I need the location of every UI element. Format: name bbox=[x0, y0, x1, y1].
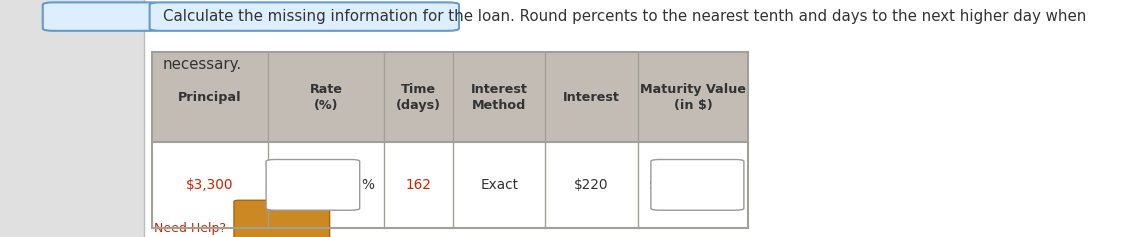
Text: Need Help?: Need Help? bbox=[154, 222, 226, 235]
Bar bbox=[0, 0, 144, 237]
Text: 162: 162 bbox=[406, 178, 432, 192]
Text: $220: $220 bbox=[575, 178, 609, 192]
Text: $3,300: $3,300 bbox=[187, 178, 234, 192]
Text: Interest: Interest bbox=[564, 91, 620, 104]
FancyBboxPatch shape bbox=[651, 160, 744, 210]
FancyBboxPatch shape bbox=[234, 200, 330, 237]
Text: Maturity Value
(in $): Maturity Value (in $) bbox=[640, 83, 746, 112]
Bar bbox=[144, 0, 1125, 237]
Text: $: $ bbox=[649, 178, 657, 192]
Text: Calculate the missing information for the loan. Round percents to the nearest te: Calculate the missing information for th… bbox=[163, 9, 1087, 24]
Text: Exact: Exact bbox=[480, 178, 519, 192]
Bar bbox=[152, 52, 748, 228]
Text: Time
(days): Time (days) bbox=[396, 83, 441, 112]
FancyBboxPatch shape bbox=[150, 2, 459, 31]
Text: %: % bbox=[361, 178, 375, 192]
FancyBboxPatch shape bbox=[43, 2, 161, 31]
Text: Interest
Method: Interest Method bbox=[470, 83, 528, 112]
Bar bbox=[152, 52, 748, 142]
Text: Rate
(%): Rate (%) bbox=[309, 83, 343, 112]
FancyBboxPatch shape bbox=[267, 160, 360, 210]
Bar bbox=[152, 142, 748, 228]
Text: Principal: Principal bbox=[178, 91, 242, 104]
Text: necessary.: necessary. bbox=[163, 57, 242, 72]
